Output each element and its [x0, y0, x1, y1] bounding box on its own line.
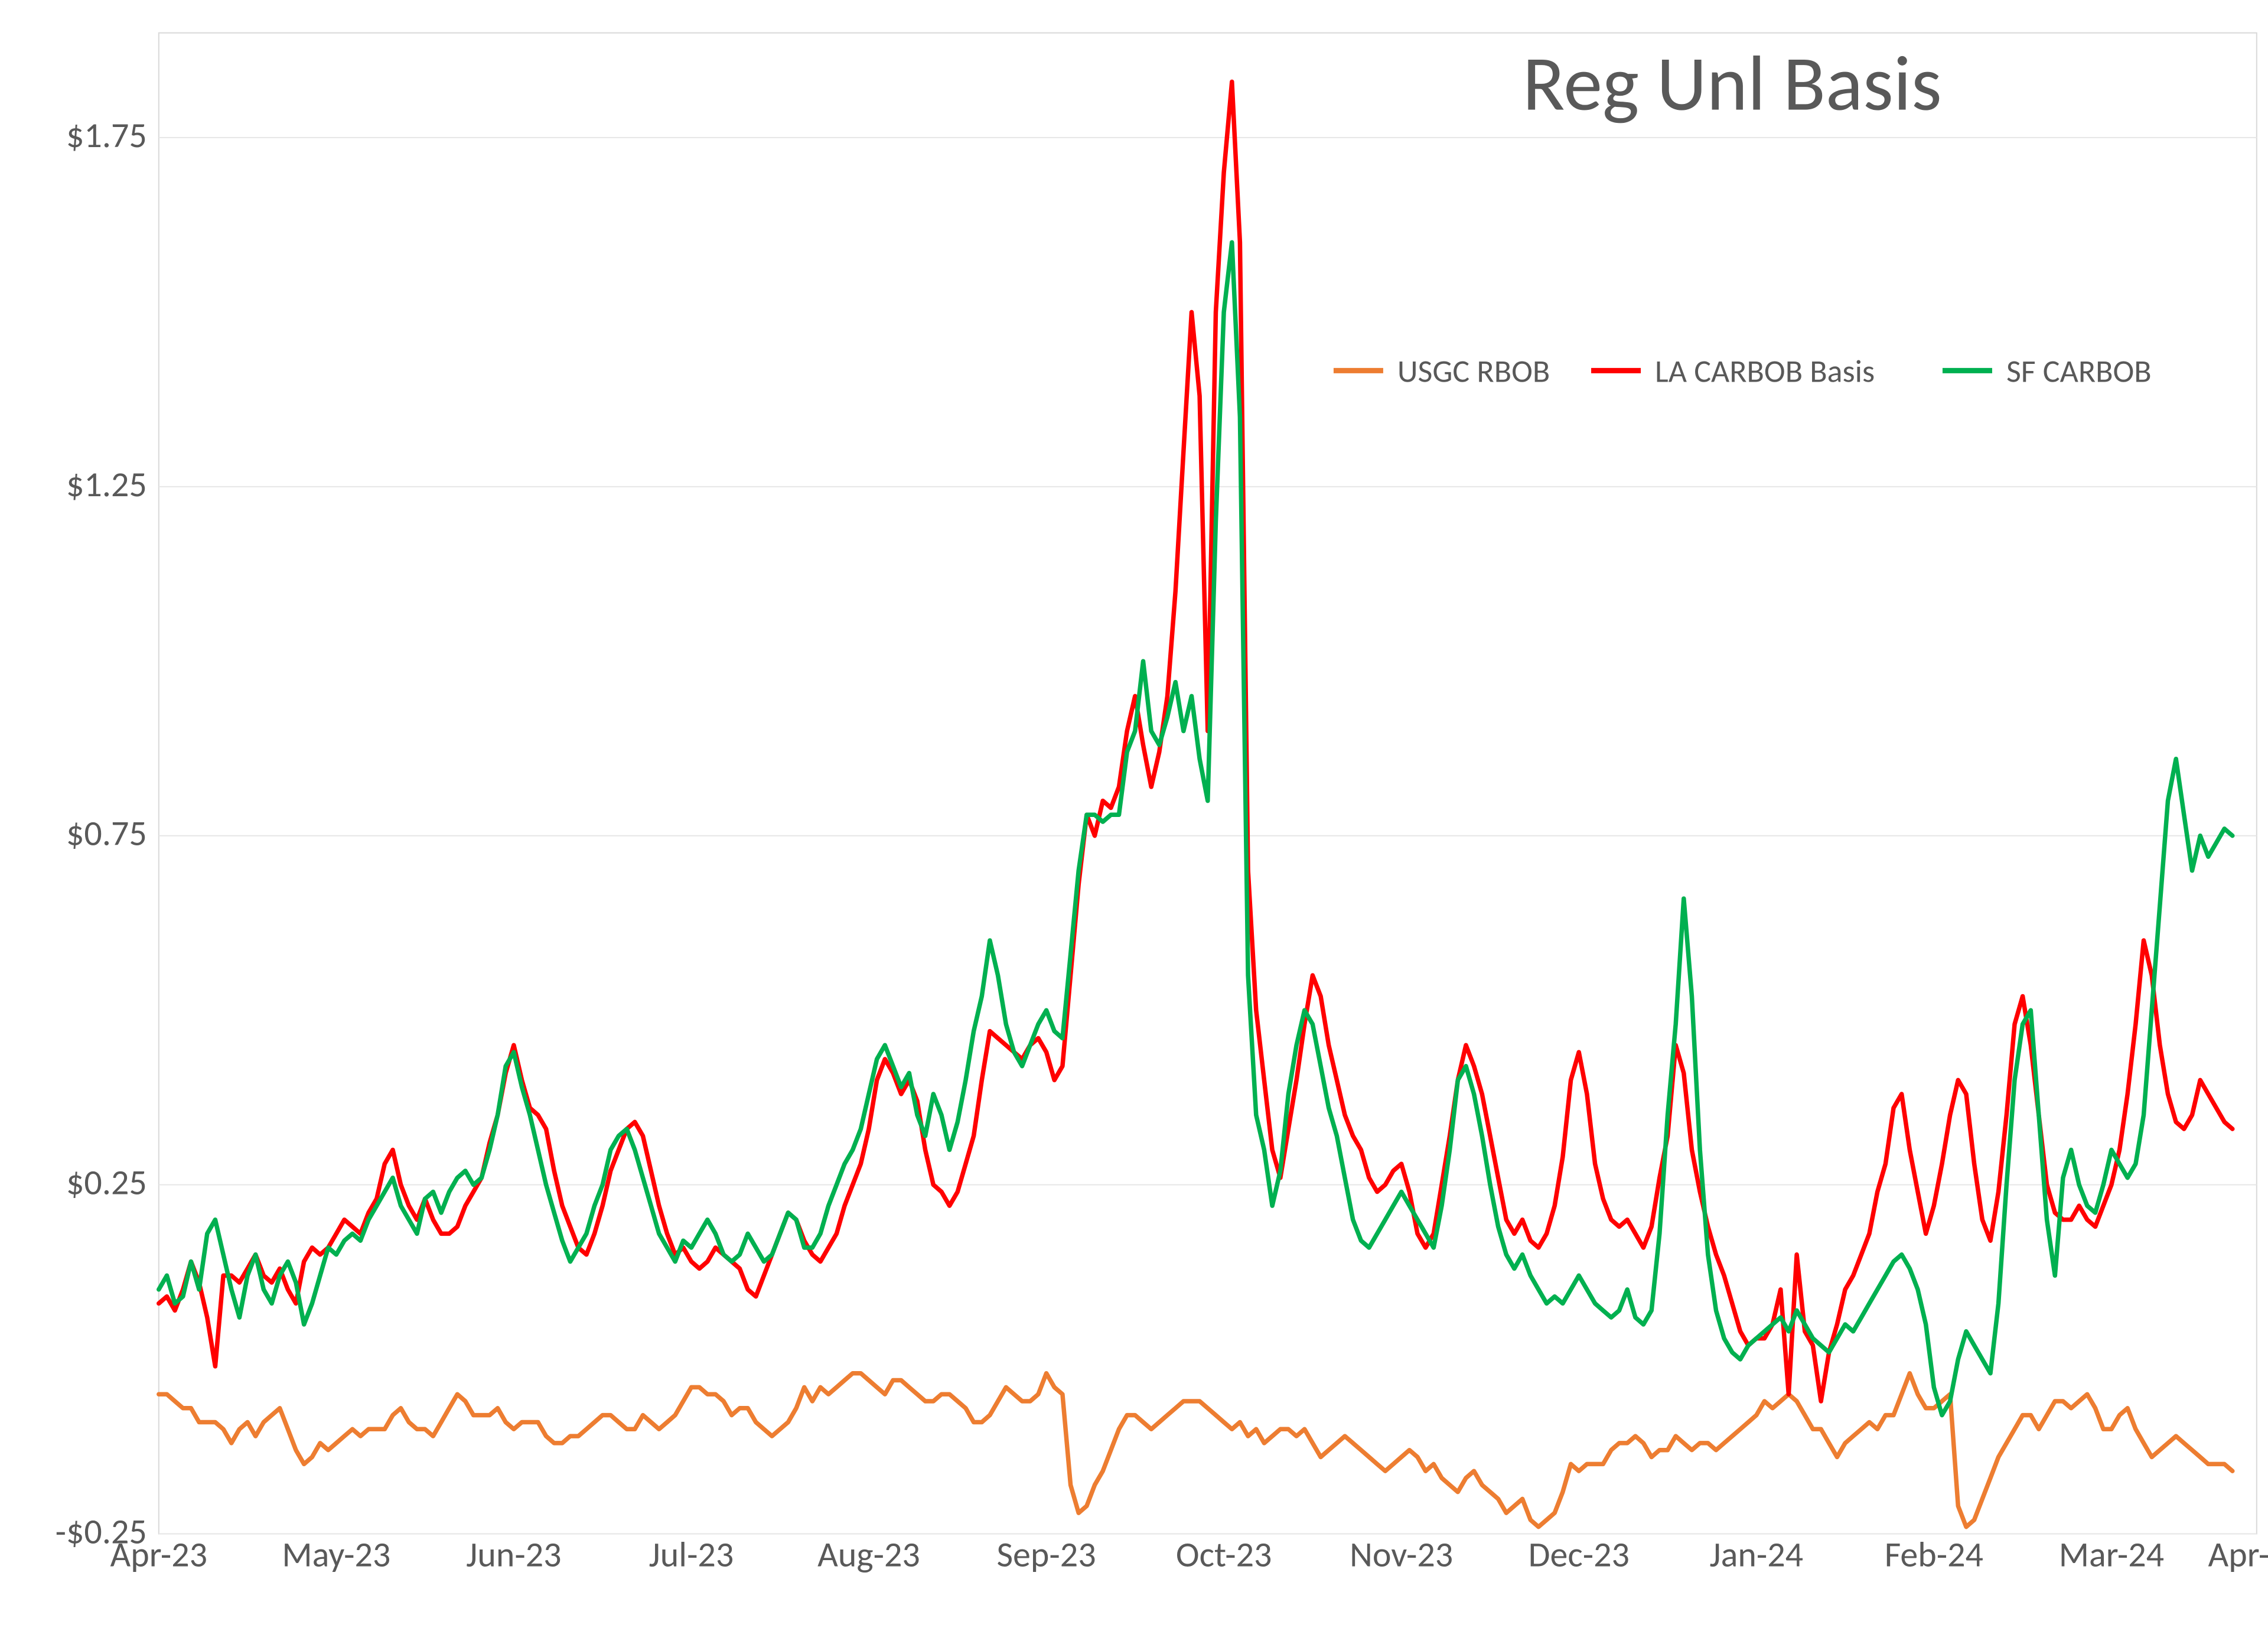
x-tick-label: Dec-23: [1529, 1534, 1630, 1577]
legend-label: SF CARBOB: [2006, 351, 2152, 390]
x-tick-label: Apr-24: [2208, 1534, 2268, 1577]
x-tick-label: Feb-24: [1885, 1534, 1983, 1577]
x-tick-label: Nov-23: [1350, 1534, 1453, 1577]
y-tick-label: $1.25: [66, 463, 147, 506]
legend-label: USGC RBOB: [1397, 351, 1550, 390]
x-tick-label: Sep-23: [996, 1534, 1096, 1577]
x-tick-label: Jan-24: [1709, 1534, 1803, 1577]
chart-container: -$0.25$0.25$0.75$1.25$1.75Apr-23May-23Ju…: [0, 0, 2268, 1644]
y-tick-label: $0.25: [66, 1161, 147, 1204]
x-tick-label: Aug-23: [817, 1534, 920, 1577]
x-tick-label: Mar-24: [2059, 1534, 2164, 1577]
line-chart: -$0.25$0.25$0.75$1.25$1.75Apr-23May-23Ju…: [0, 0, 2268, 1644]
x-tick-label: Oct-23: [1176, 1534, 1272, 1577]
x-tick-label: Jun-23: [466, 1534, 561, 1577]
chart-title: Reg Unl Basis: [1523, 36, 1942, 131]
x-tick-label: Apr-23: [110, 1534, 208, 1577]
x-tick-label: May-23: [282, 1534, 390, 1577]
y-tick-label: $0.75: [66, 812, 147, 855]
x-tick-label: Jul-23: [649, 1534, 734, 1577]
y-tick-label: $1.75: [66, 114, 147, 157]
legend-label: LA CARBOB Basis: [1655, 351, 1875, 390]
